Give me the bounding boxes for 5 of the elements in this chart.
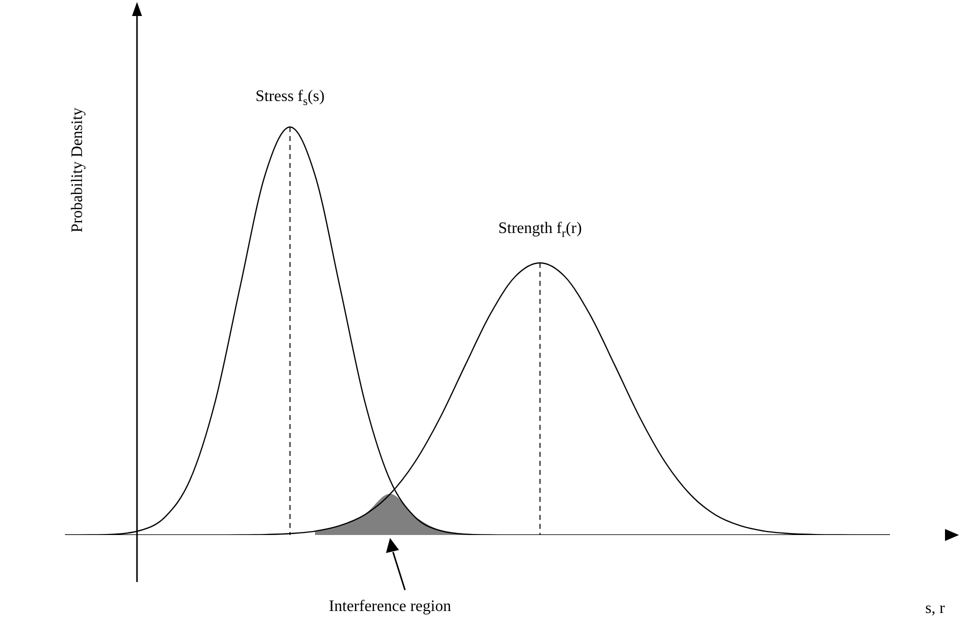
text: Strength f$_{r}$(r) bbox=[498, 220, 582, 240]
series-label: Stress f$_{s}$(s) bbox=[255, 88, 325, 108]
text: Interference region bbox=[328, 598, 452, 615]
x-axis-title: s, r bbox=[925, 600, 946, 617]
y-axis-title: Probability Density bbox=[69, 108, 86, 232]
